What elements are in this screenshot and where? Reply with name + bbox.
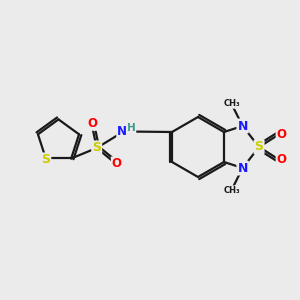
Text: CH₃: CH₃ (224, 186, 240, 195)
Text: N: N (237, 119, 248, 133)
Text: S: S (92, 142, 101, 154)
Text: CH₃: CH₃ (224, 99, 240, 108)
Text: O: O (112, 158, 122, 170)
Text: S: S (255, 140, 264, 154)
Text: S: S (41, 154, 50, 166)
Text: N: N (237, 161, 248, 175)
Text: O: O (277, 128, 286, 141)
Text: O: O (87, 117, 97, 130)
Text: N: N (117, 125, 127, 138)
Text: O: O (277, 153, 286, 167)
Text: H: H (127, 123, 135, 133)
